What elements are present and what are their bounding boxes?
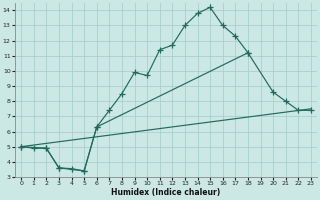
X-axis label: Humidex (Indice chaleur): Humidex (Indice chaleur): [111, 188, 221, 197]
